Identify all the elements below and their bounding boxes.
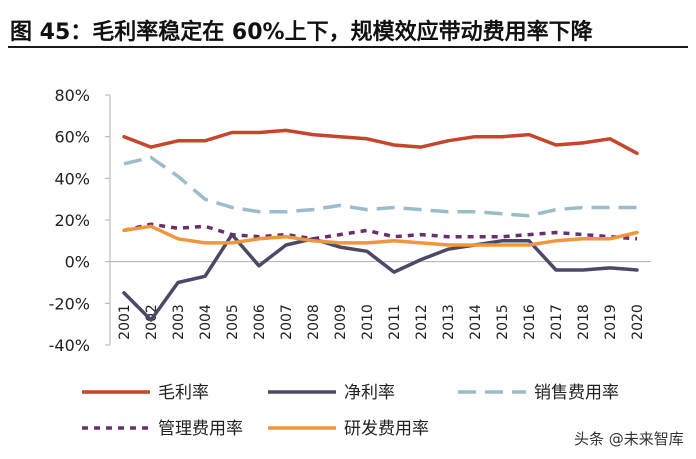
y-tick-label: -20% — [49, 294, 90, 313]
y-axis: -40% -20% 0% 20% 40% 60% 80% — [49, 86, 111, 355]
y-tick-label: 0% — [65, 253, 90, 272]
x-tick-label: 2009 — [333, 304, 349, 340]
x-tick-label: 2016 — [522, 304, 538, 340]
x-tick-label: 2018 — [576, 304, 592, 340]
plot-lines — [122, 128, 639, 322]
x-tick-label: 2019 — [603, 304, 619, 340]
series-line-3 — [123, 155, 637, 218]
x-tick-label: 2014 — [468, 304, 484, 340]
x-axis: 2001 2002 2003 2004 2005 2006 2007 2008 2009 2010… — [110, 261, 651, 340]
legend-label-5: 研发费用率 — [344, 419, 429, 439]
x-tick-label: 2001 — [117, 304, 133, 340]
x-tick-label: 2020 — [630, 304, 646, 340]
x-tick-label: 2004 — [198, 304, 214, 340]
series-line-2 — [122, 232, 639, 322]
y-tick-label: 40% — [54, 169, 90, 188]
x-tick-label: 2017 — [549, 304, 565, 340]
x-tick-label: 2012 — [414, 304, 430, 340]
x-tick-label: 2011 — [387, 304, 403, 340]
x-tick-label: 2015 — [495, 304, 511, 340]
x-tick-label: 2007 — [279, 304, 295, 340]
x-tick-label: 2006 — [252, 304, 268, 340]
series-line-5 — [122, 224, 639, 247]
legend-label-1: 毛利率 — [158, 383, 209, 403]
x-tick-label: 2010 — [360, 304, 376, 340]
x-tick-label: 2008 — [306, 304, 322, 340]
legend-label-3: 销售费用率 — [534, 383, 619, 403]
x-tick-label: 2013 — [441, 304, 457, 340]
series-line-1 — [122, 128, 639, 156]
legend-label-2: 净利率 — [344, 383, 395, 403]
legend-label-4: 管理费用率 — [158, 419, 243, 439]
title-bar: 图 45：毛利率稳定在 60%上下，规模效应带动费用率下降 — [8, 8, 688, 48]
x-tick-label: 2003 — [171, 304, 187, 340]
y-tick-label: -40% — [49, 336, 90, 355]
x-tick-label: 2005 — [225, 304, 241, 340]
y-tick-label: 20% — [54, 211, 90, 230]
y-tick-label: 80% — [54, 86, 90, 105]
watermark: 头条 @未来智库 — [574, 430, 684, 448]
series-line-4 — [123, 222, 638, 241]
y-tick-label: 60% — [54, 128, 90, 147]
chart-title: 图 45：毛利率稳定在 60%上下，规模效应带动费用率下降 — [10, 20, 593, 45]
